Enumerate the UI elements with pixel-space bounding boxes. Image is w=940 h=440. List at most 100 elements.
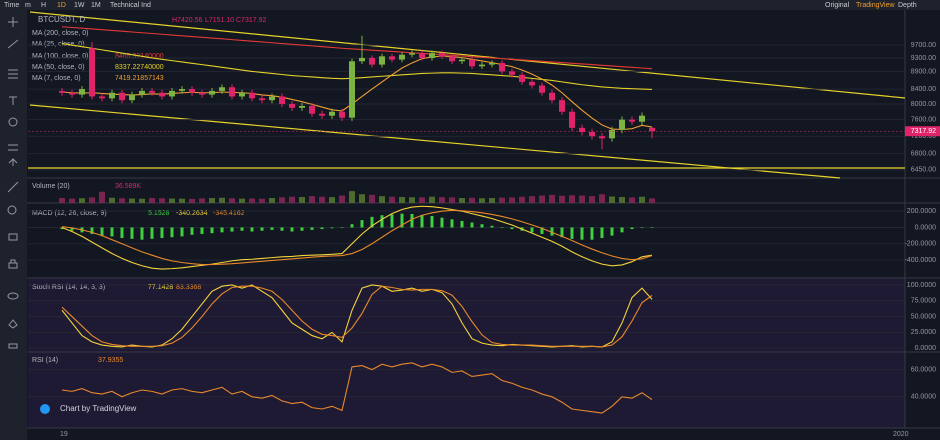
bar [329, 197, 335, 203]
toolbar-item[interactable]: 1W [74, 2, 85, 9]
bar [430, 216, 434, 228]
candle-body [249, 92, 255, 99]
toolbar-item[interactable]: 1D [57, 2, 66, 9]
y-tick-label: 7200.00 [911, 133, 936, 140]
icon-zoom[interactable] [7, 205, 17, 215]
legend-value: 36.589K [115, 183, 141, 190]
bar [359, 194, 365, 203]
bar [130, 227, 134, 239]
candle-body [509, 71, 515, 75]
candle-body [539, 85, 545, 93]
toolbar-item[interactable]: Technical Ind [110, 2, 151, 9]
bar [289, 196, 295, 203]
candle-body [449, 56, 455, 62]
bar [140, 227, 144, 240]
bar [299, 197, 305, 203]
bar [600, 227, 604, 239]
bar [380, 215, 384, 228]
indicator-line [61, 285, 653, 348]
toolbar-item[interactable]: Original [825, 2, 850, 9]
candle-body [609, 129, 615, 139]
icon-pattern[interactable] [8, 117, 18, 127]
bar [79, 198, 85, 203]
plot: 9700.00 9300.00 8900.00 8400.00 8000.00 7600.… [28, 26, 940, 414]
y-tick-label: 75.0000 [911, 298, 936, 305]
icon-eye[interactable] [7, 292, 19, 300]
toolbar-item[interactable]: Depth [898, 2, 917, 9]
legend-value: -345.4162 [213, 210, 245, 217]
toolbar-item[interactable]: m [25, 2, 31, 9]
icon-lock[interactable] [8, 259, 18, 269]
candle-body [569, 111, 575, 128]
bar [489, 198, 495, 203]
bar [250, 227, 254, 232]
rsi-band [28, 352, 905, 428]
icon-trash[interactable] [8, 343, 18, 349]
legend-entry: MA (50, close, 0) [32, 64, 85, 71]
y-tick-label: -400.0000 [904, 257, 936, 264]
bar [480, 224, 484, 228]
bar [269, 198, 275, 203]
icon-line[interactable] [7, 39, 19, 49]
bar [550, 227, 554, 236]
candle-body [629, 119, 635, 122]
icon-measure[interactable] [8, 144, 18, 151]
candle-body [119, 92, 125, 101]
y-tick-label: 200.0000 [907, 208, 936, 215]
candle-body [529, 81, 535, 86]
bar [69, 198, 75, 203]
candle-body [309, 105, 315, 114]
legend-entry: MA (200, close, 0) [32, 30, 88, 37]
candle-body [469, 59, 475, 67]
bar [579, 195, 585, 203]
bar [619, 197, 625, 203]
bar [450, 219, 454, 228]
bar [260, 227, 264, 231]
trend-lines [28, 11, 906, 179]
icon-fib[interactable] [8, 69, 18, 79]
toolbar-item[interactable]: 1M [91, 2, 101, 9]
watermark: Chart by TradingView [60, 404, 137, 413]
bar [349, 191, 355, 203]
candle-body [269, 96, 275, 101]
candle-body [409, 53, 415, 55]
icon-favorite[interactable] [8, 319, 18, 329]
candle-body [189, 89, 195, 93]
candle-body [639, 115, 645, 122]
candle-body [149, 90, 155, 93]
toolbar-item[interactable]: Time [4, 2, 19, 9]
bar [490, 225, 494, 228]
bar [310, 227, 314, 230]
bar [159, 198, 165, 203]
bar [509, 197, 515, 203]
y-tick-label: 50.0000 [911, 313, 936, 320]
bar [410, 214, 414, 228]
icon-arrow[interactable] [8, 158, 18, 166]
bar [60, 227, 64, 230]
bar [340, 227, 344, 228]
icon-magnet[interactable] [8, 233, 18, 241]
bar [379, 196, 385, 203]
legend-value: 83.3368 [176, 284, 201, 291]
icon-cross[interactable] [8, 17, 18, 27]
bar [460, 220, 464, 228]
bar [510, 227, 514, 230]
bar [389, 196, 395, 203]
pane-separators [27, 10, 940, 429]
candle-body [479, 64, 485, 67]
ohlc-label: H7420.56 [172, 17, 202, 24]
y-tick-label: 0.0000 [915, 224, 937, 231]
y-tick-label: 60.0000 [911, 366, 936, 373]
legend-entry: RSI (14) [32, 357, 58, 364]
toolbar-item[interactable]: H [41, 2, 46, 9]
icon-text[interactable] [9, 96, 17, 105]
icon-ruler[interactable] [7, 181, 19, 193]
toolbar-item[interactable]: TradingView [856, 2, 895, 9]
bar [540, 227, 544, 234]
bar [309, 196, 315, 203]
legend-entry: Volume (20) [32, 183, 70, 190]
legend-entry: Stoch RSI (14, 14, 3, 3) [32, 284, 105, 291]
legend-value: 7419.21857143 [115, 75, 164, 82]
bar [149, 198, 155, 203]
